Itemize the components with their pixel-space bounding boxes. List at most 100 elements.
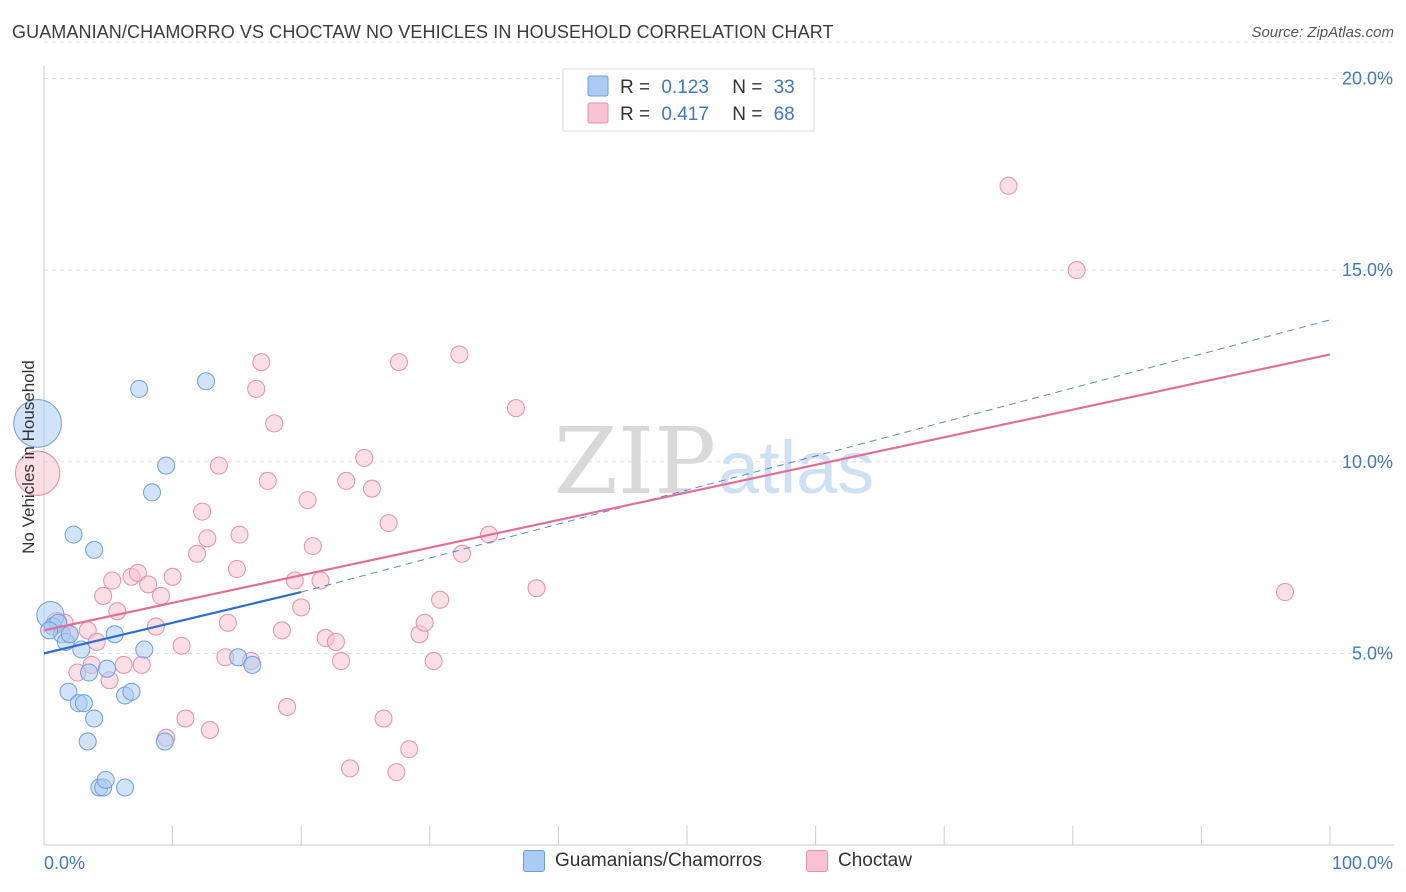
guamanian-point [155, 732, 174, 751]
x-tick-label-min: 0.0% [44, 853, 85, 873]
guamanian-point [59, 682, 78, 701]
series-legend: Guamanians/Chamorros Choctaw [0, 850, 1406, 880]
choctaw-point [278, 698, 297, 717]
choctaw-point [114, 655, 133, 674]
legend-swatch-pink [587, 102, 609, 124]
guamanian-point [64, 525, 83, 544]
choctaw-point [103, 571, 122, 590]
choctaw-point [506, 399, 525, 418]
choctaw-point [198, 529, 217, 548]
choctaw-point [374, 709, 393, 728]
y-tick-labels: 5.0% 10.0% 15.0% 20.0% [1342, 69, 1393, 664]
y-tick-label: 5.0% [1352, 643, 1393, 663]
legend-n-label: N = [732, 77, 762, 98]
guamanian-points [13, 372, 262, 797]
choctaw-point [527, 579, 546, 598]
choctaw-point [292, 598, 311, 617]
svg-text:R = 0.123 N =: R = 0.123 N = 33 [620, 77, 795, 98]
legend-swatch-guamanians [523, 850, 545, 872]
choctaw-point [163, 567, 182, 586]
x-tick-label-max: 100.0% [1332, 853, 1393, 873]
guamanian-point [197, 372, 216, 391]
guamanian-point [116, 778, 135, 797]
choctaw-point [152, 586, 171, 605]
y-axis-label: No Vehicles in Household [19, 360, 38, 554]
choctaw-trend-line [43, 353, 1331, 632]
choctaw-point [200, 721, 219, 740]
guamanian-point [243, 655, 262, 674]
legend-r-value: 0.417 [661, 104, 709, 125]
choctaw-point [298, 491, 317, 510]
guamanian-point [13, 399, 62, 448]
choctaw-point [1067, 261, 1086, 280]
choctaw-point [188, 544, 207, 563]
legend-item-choctaw: Choctaw [806, 850, 912, 872]
choctaw-point [400, 740, 419, 759]
choctaw-point [326, 632, 345, 651]
legend-n-value: 68 [774, 104, 795, 125]
choctaw-point [999, 176, 1018, 195]
choctaw-point [450, 345, 469, 364]
guamanian-point [74, 694, 93, 713]
legend-swatch-choctaw [806, 850, 828, 872]
guamanian-point [122, 682, 141, 701]
y-tick-label: 10.0% [1342, 452, 1393, 472]
guamanian-trend-line [43, 590, 302, 655]
guamanian-point [60, 625, 79, 644]
guamanian-point [98, 659, 117, 678]
choctaw-point [94, 586, 113, 605]
guamanian-point [229, 648, 248, 667]
guamanian-point [78, 732, 97, 751]
y-tick-label: 15.0% [1342, 260, 1393, 280]
choctaw-point [14, 450, 61, 496]
choctaw-point [108, 602, 127, 621]
chart-title: GUAMANIAN/CHAMORRO VS CHOCTAW NO VEHICLE… [12, 22, 834, 42]
choctaw-point [265, 414, 284, 433]
legend-r-label: R = [620, 104, 650, 125]
legend-swatch-blue [587, 75, 609, 97]
choctaw-point [272, 621, 291, 640]
choctaw-point [311, 571, 330, 590]
legend-r-value: 0.123 [661, 77, 709, 98]
y-tick-label: 20.0% [1342, 69, 1393, 89]
choctaw-point [218, 613, 237, 632]
gridlines [44, 41, 1394, 654]
guamanian-point [157, 456, 176, 475]
guamanian-point [85, 709, 104, 728]
choctaw-point [387, 763, 406, 782]
guamanian-point [85, 540, 104, 559]
guamanian-point [96, 770, 115, 789]
legend-label-choctaw: Choctaw [838, 850, 912, 871]
choctaw-point [209, 456, 228, 475]
watermark-zip: ZIP [554, 408, 716, 515]
choctaw-point [424, 652, 443, 671]
choctaw-point [193, 502, 212, 521]
choctaw-point [247, 379, 266, 398]
legend-label-guamanians: Guamanians/Chamorros [555, 850, 762, 871]
guamanian-trend-dashed [301, 319, 1331, 593]
watermark-atlas: atlas [718, 426, 874, 509]
legend-r-label: R = [620, 77, 650, 98]
choctaw-point [379, 514, 398, 533]
choctaw-point [431, 590, 450, 609]
choctaw-point [227, 560, 246, 579]
choctaw-point [176, 709, 195, 728]
choctaw-point [332, 652, 351, 671]
trend-lines [43, 319, 1331, 655]
correlation-legend: R = 0.123 N = 33 R = 0.417 N = 68 [562, 68, 815, 132]
choctaw-point [389, 353, 408, 372]
choctaw-point [132, 655, 151, 674]
legend-item-guamanians: Guamanians/Chamorros [523, 850, 762, 872]
choctaw-point [303, 537, 322, 556]
choctaw-point [172, 636, 191, 655]
choctaw-point [452, 544, 471, 563]
choctaw-point [415, 613, 434, 632]
choctaw-point [258, 471, 277, 490]
choctaw-point [362, 479, 381, 498]
choctaw-point [230, 525, 249, 544]
legend-n-label: N = [732, 104, 762, 125]
guamanian-point [80, 663, 99, 682]
choctaw-point [355, 448, 374, 467]
guamanian-point [135, 640, 154, 659]
